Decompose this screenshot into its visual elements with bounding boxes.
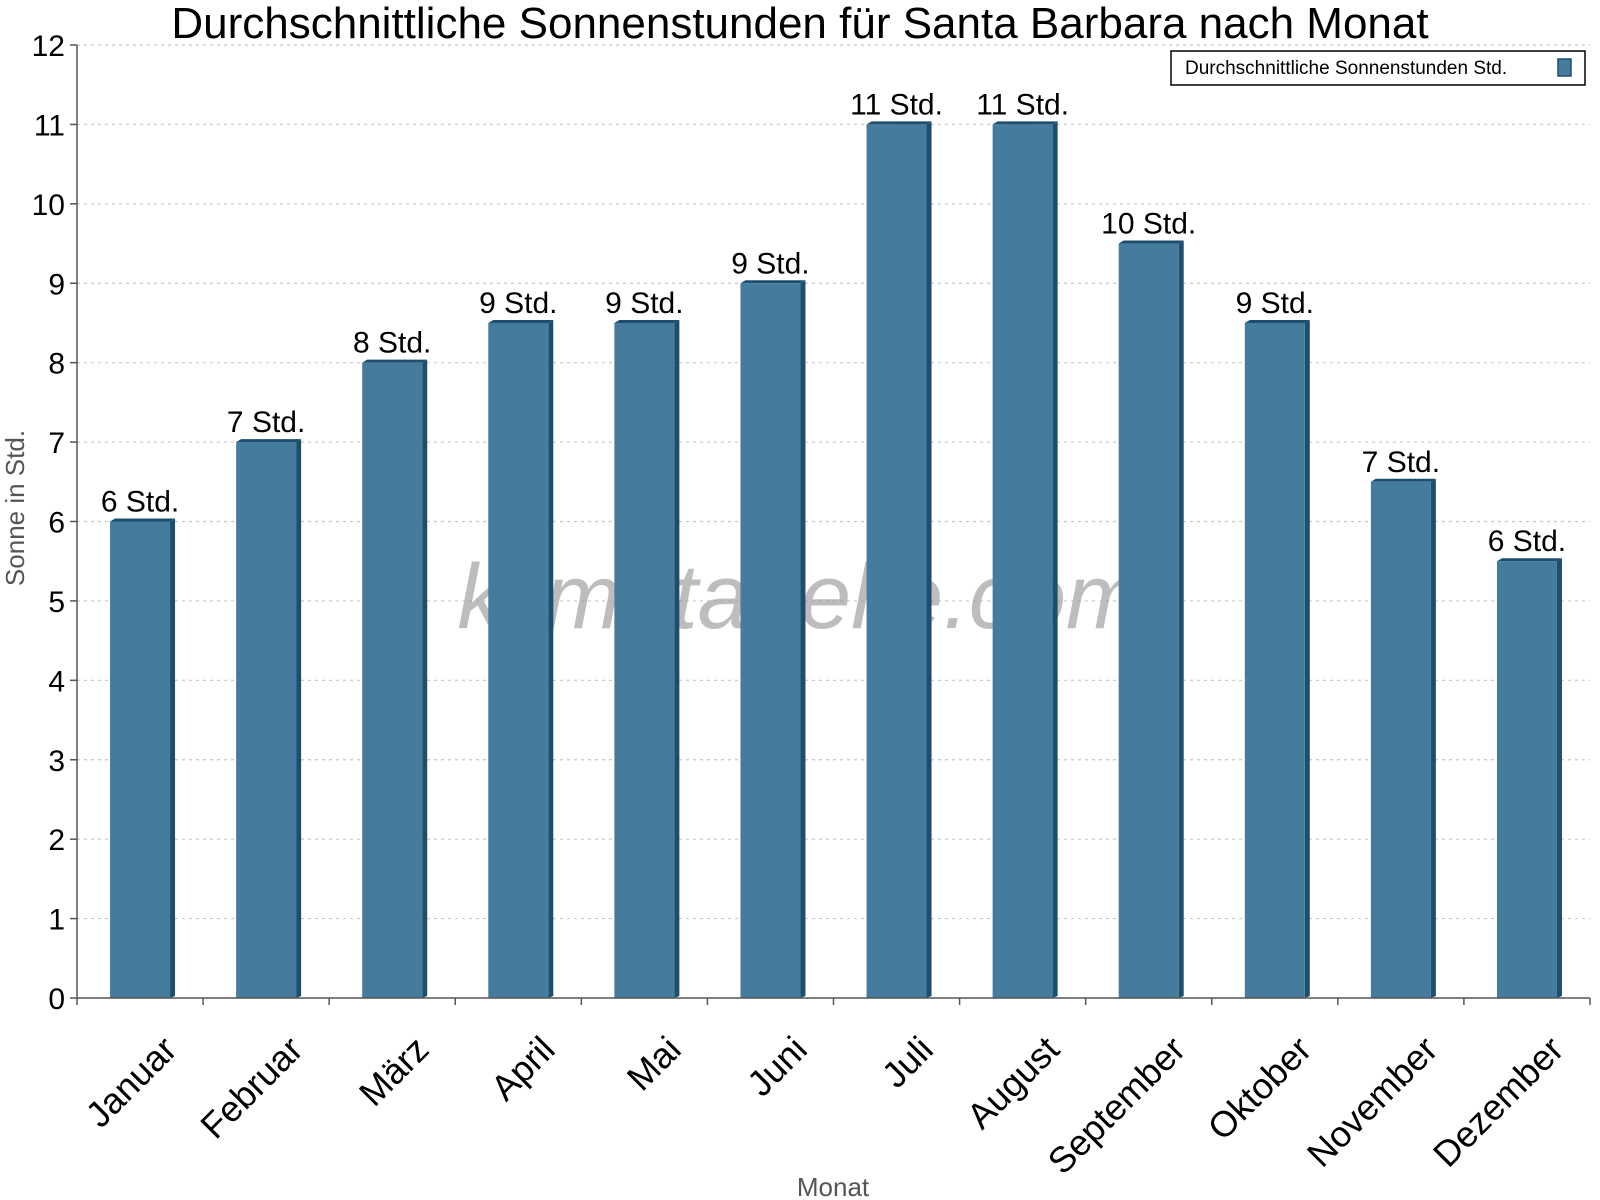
bar-top (1118, 240, 1184, 244)
bar (1118, 243, 1179, 998)
x-tick-label: Oktober (1200, 1028, 1320, 1148)
bar-side (674, 319, 680, 998)
bar (488, 322, 549, 998)
x-tick-label: Juni (739, 1028, 815, 1104)
x-tick-label: September (1040, 1028, 1194, 1182)
legend-label: Durchschnittliche Sonnenstunden Std. (1185, 58, 1507, 79)
x-axis-title: Monat (797, 1172, 870, 1200)
bar (740, 283, 801, 998)
x-tick-label: Januar (78, 1028, 185, 1135)
bar-top (236, 439, 302, 443)
bar (992, 124, 1053, 998)
legend-swatch (1557, 58, 1572, 77)
bar (1244, 322, 1305, 998)
bar-top (992, 121, 1058, 125)
y-tick-label: 11 (34, 109, 65, 142)
bar-side (1556, 558, 1562, 998)
x-tick-label: Juli (874, 1028, 941, 1095)
x-tick-label: März (351, 1028, 437, 1114)
y-tick-label: 8 (48, 348, 65, 381)
x-tick-label: Dezember (1425, 1028, 1571, 1174)
bar-side (548, 319, 554, 998)
bar-side (1052, 121, 1058, 998)
bar-top (740, 280, 806, 284)
y-tick-label: 4 (48, 665, 65, 698)
y-tick-label: 5 (48, 586, 65, 619)
x-tick-label: November (1299, 1028, 1445, 1174)
data-label: 6 Std. (101, 486, 179, 519)
bar-side (1178, 240, 1184, 998)
bar (866, 124, 927, 998)
bar-top (614, 319, 680, 323)
data-label: 9 Std. (605, 287, 683, 320)
data-label: 8 Std. (353, 327, 431, 360)
bar-top (110, 518, 176, 522)
data-label: 9 Std. (479, 287, 557, 320)
x-tick-label: August (959, 1028, 1067, 1136)
bar-top (1244, 319, 1310, 323)
bar-top (866, 121, 932, 125)
data-label: 10 Std. (1101, 208, 1196, 241)
bar-top (362, 359, 428, 363)
bar-top (488, 319, 554, 323)
bar (236, 442, 297, 998)
y-tick-label: 2 (48, 824, 65, 857)
y-tick-label: 7 (48, 427, 65, 460)
x-tick-label: April (483, 1028, 563, 1108)
y-tick-label: 12 (32, 30, 65, 63)
data-label: 11 Std. (850, 88, 943, 121)
bar-side (1304, 319, 1310, 998)
bar (1370, 481, 1431, 999)
bar (1496, 561, 1557, 998)
data-label: 6 Std. (1488, 525, 1566, 558)
data-label: 7 Std. (1362, 446, 1440, 479)
y-tick-label: 3 (48, 745, 65, 778)
bars (110, 121, 1562, 999)
bar-top (1370, 478, 1436, 482)
bar-side (422, 359, 428, 999)
bar-side (1430, 478, 1436, 999)
bar (614, 322, 675, 998)
bar-side (170, 518, 176, 998)
x-tick-label: Mai (619, 1028, 689, 1098)
bar-top (1496, 558, 1562, 562)
legend-box (1170, 50, 1586, 86)
y-tick-label: 9 (48, 268, 65, 301)
y-axis-title: Sonne in Std. (0, 430, 30, 586)
y-tick-label: 1 (48, 904, 65, 937)
bar (362, 362, 423, 999)
bar-side (800, 280, 806, 998)
legend: Durchschnittliche Sonnenstunden Std. (1170, 50, 1586, 86)
data-label: 9 Std. (731, 247, 809, 280)
data-labels: 6 Std. 7 Std. 8 Std. 9 Std. 9 Std. 9 Std. 11 S… (101, 88, 1566, 558)
bar-side (926, 121, 932, 998)
data-label: 11 Std. (976, 88, 1069, 121)
bar-side (296, 439, 302, 998)
y-tick-label: 0 (48, 983, 65, 1016)
grid-lines (77, 44, 1590, 920)
data-label: 9 Std. (1236, 287, 1314, 320)
chart-title: Durchschnittliche Sonnenstunden für Sant… (171, 0, 1428, 48)
y-tick-label: 6 (48, 507, 65, 540)
x-tick-label: Februar (192, 1028, 310, 1146)
y-tick-label: 10 (32, 189, 65, 222)
data-label: 7 Std. (227, 406, 305, 439)
bar (110, 521, 171, 998)
